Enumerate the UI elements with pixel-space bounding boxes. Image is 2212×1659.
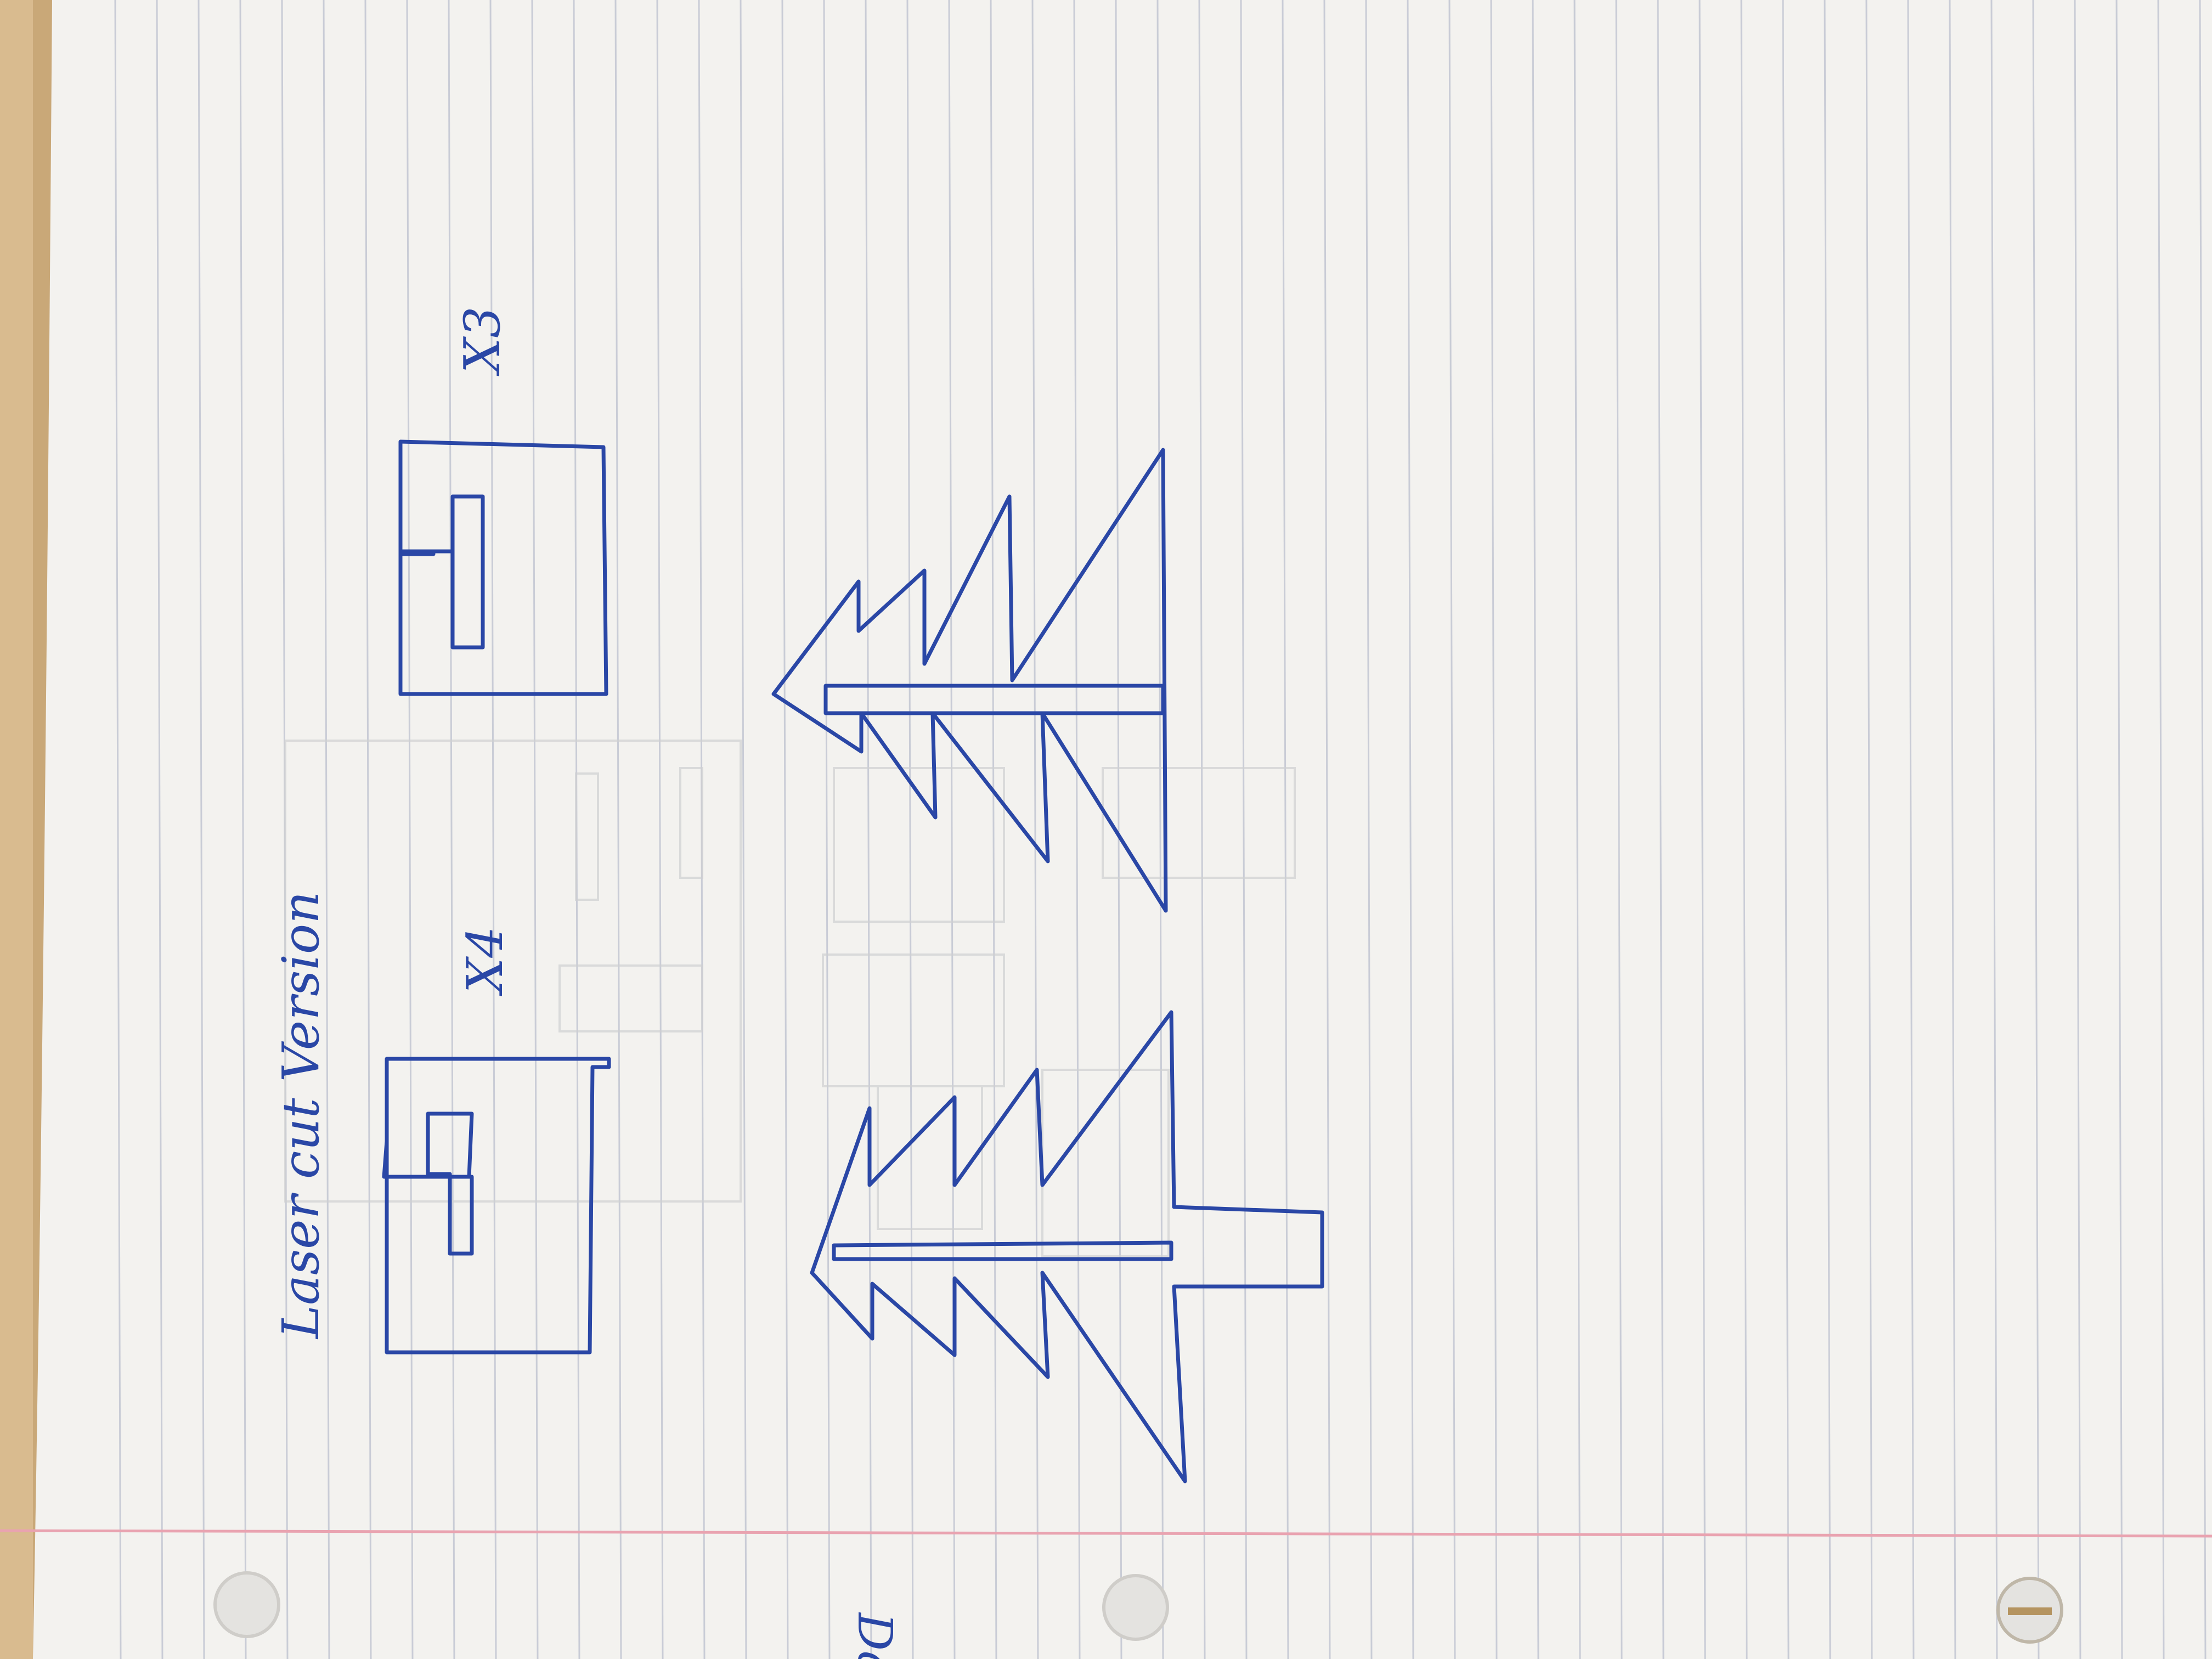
part-tree-with-slot	[771, 448, 1168, 913]
ruled-line	[2157, 0, 2165, 1659]
ruled-line	[1323, 0, 1331, 1659]
ruled-line	[114, 0, 122, 1659]
ruled-line	[1448, 0, 1456, 1659]
ruled-line	[990, 0, 997, 1659]
binder-hole	[213, 1571, 280, 1638]
ruled-line	[1865, 0, 1873, 1659]
ruled-line	[1407, 0, 1414, 1659]
ruled-line	[489, 0, 497, 1659]
ruled-line	[1573, 0, 1581, 1659]
part-tree-with-stand	[810, 1010, 1324, 1483]
ruled-line	[1532, 0, 1539, 1659]
ruled-line	[2115, 0, 2123, 1659]
binder-hole-shadow	[2008, 1607, 2052, 1615]
ruled-line	[906, 0, 914, 1659]
ruled-line	[1740, 0, 1748, 1659]
ruled-line	[740, 0, 747, 1659]
binder-hole	[1102, 1574, 1169, 1641]
ruled-line	[1990, 0, 1998, 1659]
ruled-line	[156, 0, 163, 1659]
ruled-line	[323, 0, 330, 1659]
ruled-line	[1824, 0, 1831, 1659]
ruled-line	[1699, 0, 1706, 1659]
ruled-line	[1198, 0, 1206, 1659]
ruled-line	[1782, 0, 1790, 1659]
ruled-line	[2074, 0, 2081, 1659]
ruled-line	[656, 0, 664, 1659]
ruled-line	[406, 0, 414, 1659]
ruled-line	[1240, 0, 1248, 1659]
ruled-line	[531, 0, 539, 1659]
label-x3: X3	[454, 307, 511, 376]
label-x4: X4	[456, 927, 514, 996]
ruled-line	[1490, 0, 1498, 1659]
ruled-line	[823, 0, 831, 1659]
ruled-line	[239, 0, 247, 1659]
ruled-line	[614, 0, 622, 1659]
ruled-line	[781, 0, 789, 1659]
part-x3-plate	[398, 439, 608, 696]
ruled-line	[2032, 0, 2040, 1659]
ruled-line	[1156, 0, 1164, 1659]
ruled-line	[2199, 0, 2207, 1659]
ruled-lines	[114, 0, 2207, 1659]
ruled-line	[364, 0, 372, 1659]
sketch-title: Laser cut Version	[272, 891, 330, 1340]
part-x4-plate	[382, 1057, 611, 1355]
ruled-line	[948, 0, 956, 1659]
ruled-line	[1115, 0, 1122, 1659]
sketch-caption: Darren's Sketch. Prototype P2	[847, 1612, 902, 1659]
ruled-line	[1073, 0, 1081, 1659]
ruled-line	[448, 0, 455, 1659]
ruled-line	[1949, 0, 1956, 1659]
ruled-line	[1365, 0, 1373, 1659]
ruled-line	[1282, 0, 1289, 1659]
ruled-line	[1031, 0, 1039, 1659]
ruled-line	[865, 0, 872, 1659]
ruled-line	[1907, 0, 1915, 1659]
ruled-line	[1615, 0, 1623, 1659]
notebook-paper	[33, 0, 2212, 1659]
ruled-line	[1657, 0, 1664, 1659]
margin-line	[0, 1529, 2212, 1538]
ruled-line	[198, 0, 205, 1659]
